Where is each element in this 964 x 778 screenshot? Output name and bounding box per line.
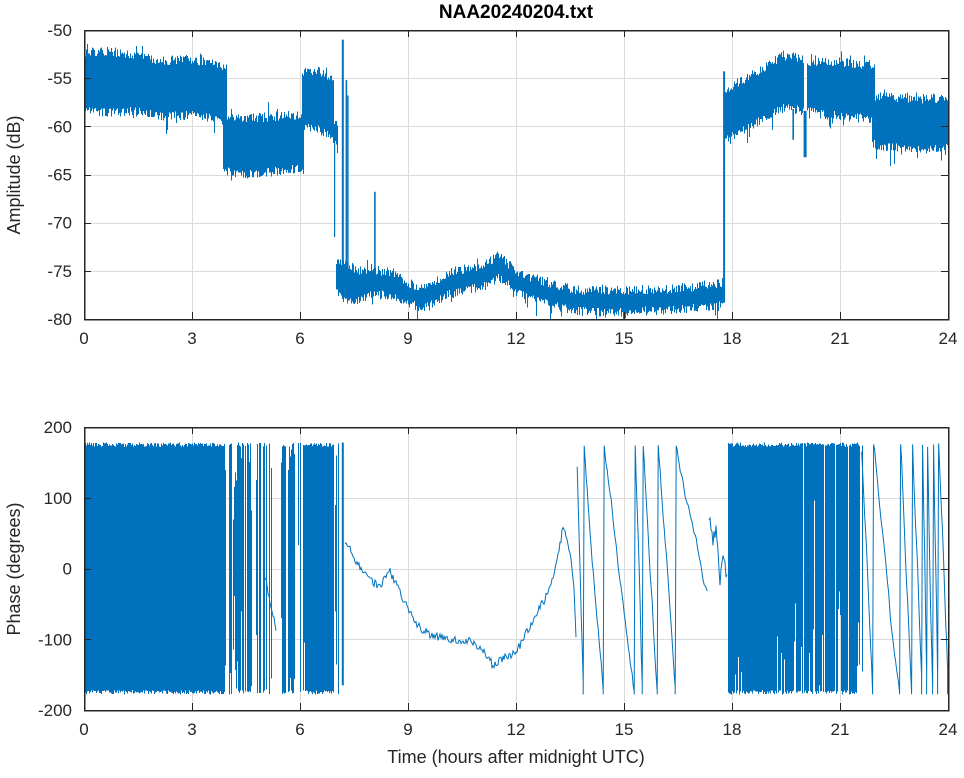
phase-plot: 0 3 6 9 12 15 18 21 24 -200 -100 0 100 200 xyxy=(38,418,957,739)
amplitude-x-tick-label: 21 xyxy=(831,329,850,348)
phase-x-tick-label: 6 xyxy=(295,720,304,739)
amplitude-y-tick-label: -55 xyxy=(47,69,72,88)
x-axis-label: Time (hours after midnight UTC) xyxy=(387,747,645,767)
amplitude-y-axis-label: Amplitude (dB) xyxy=(4,115,24,235)
amplitude-plot: 0 3 6 9 12 15 18 21 24 -80 -75 -70 -65 -60 -55 -50 xyxy=(47,21,957,348)
amplitude-y-tick-label: -80 xyxy=(47,310,72,329)
phase-y-tick-label: 200 xyxy=(44,418,72,437)
amplitude-x-tick-label: 18 xyxy=(723,329,742,348)
amplitude-y-tick-label: -70 xyxy=(47,214,72,233)
phase-series xyxy=(84,442,949,695)
amplitude-y-tick-label: -60 xyxy=(47,117,72,136)
amplitude-tick-marks xyxy=(83,29,950,321)
chart-title: NAA20240204.txt xyxy=(438,2,594,23)
phase-x-tick-label: 18 xyxy=(723,720,742,739)
phase-x-tick-label: 3 xyxy=(187,720,196,739)
amplitude-x-tick-label: 24 xyxy=(939,329,958,348)
phase-y-axis-label: Phase (degrees) xyxy=(4,502,24,636)
amplitude-series xyxy=(84,39,949,319)
phase-y-tick-label: 0 xyxy=(63,560,72,579)
phase-x-tick-label: 21 xyxy=(831,720,850,739)
amplitude-x-tick-label: 12 xyxy=(507,329,526,348)
amplitude-y-tick-label: -50 xyxy=(47,21,72,40)
phase-y-tick-label: 100 xyxy=(44,489,72,508)
amplitude-x-tick-label: 15 xyxy=(615,329,634,348)
phase-x-tick-label: 24 xyxy=(939,720,958,739)
amplitude-x-tick-label: 3 xyxy=(187,329,196,348)
phase-tick-marks xyxy=(83,426,950,712)
phase-y-tick-label: -100 xyxy=(38,630,72,649)
phase-x-tick-label: 15 xyxy=(615,720,634,739)
amplitude-y-tick-label: -75 xyxy=(47,262,72,281)
phase-y-tick-label: -200 xyxy=(38,701,72,720)
amplitude-x-tick-label: 6 xyxy=(295,329,304,348)
phase-x-tick-label: 12 xyxy=(507,720,526,739)
phase-x-tick-label: 9 xyxy=(403,720,412,739)
amplitude-x-tick-label: 0 xyxy=(79,329,88,348)
phase-x-tick-label: 0 xyxy=(79,720,88,739)
amplitude-y-tick-label: -65 xyxy=(47,166,72,185)
amplitude-x-tick-label: 9 xyxy=(403,329,412,348)
